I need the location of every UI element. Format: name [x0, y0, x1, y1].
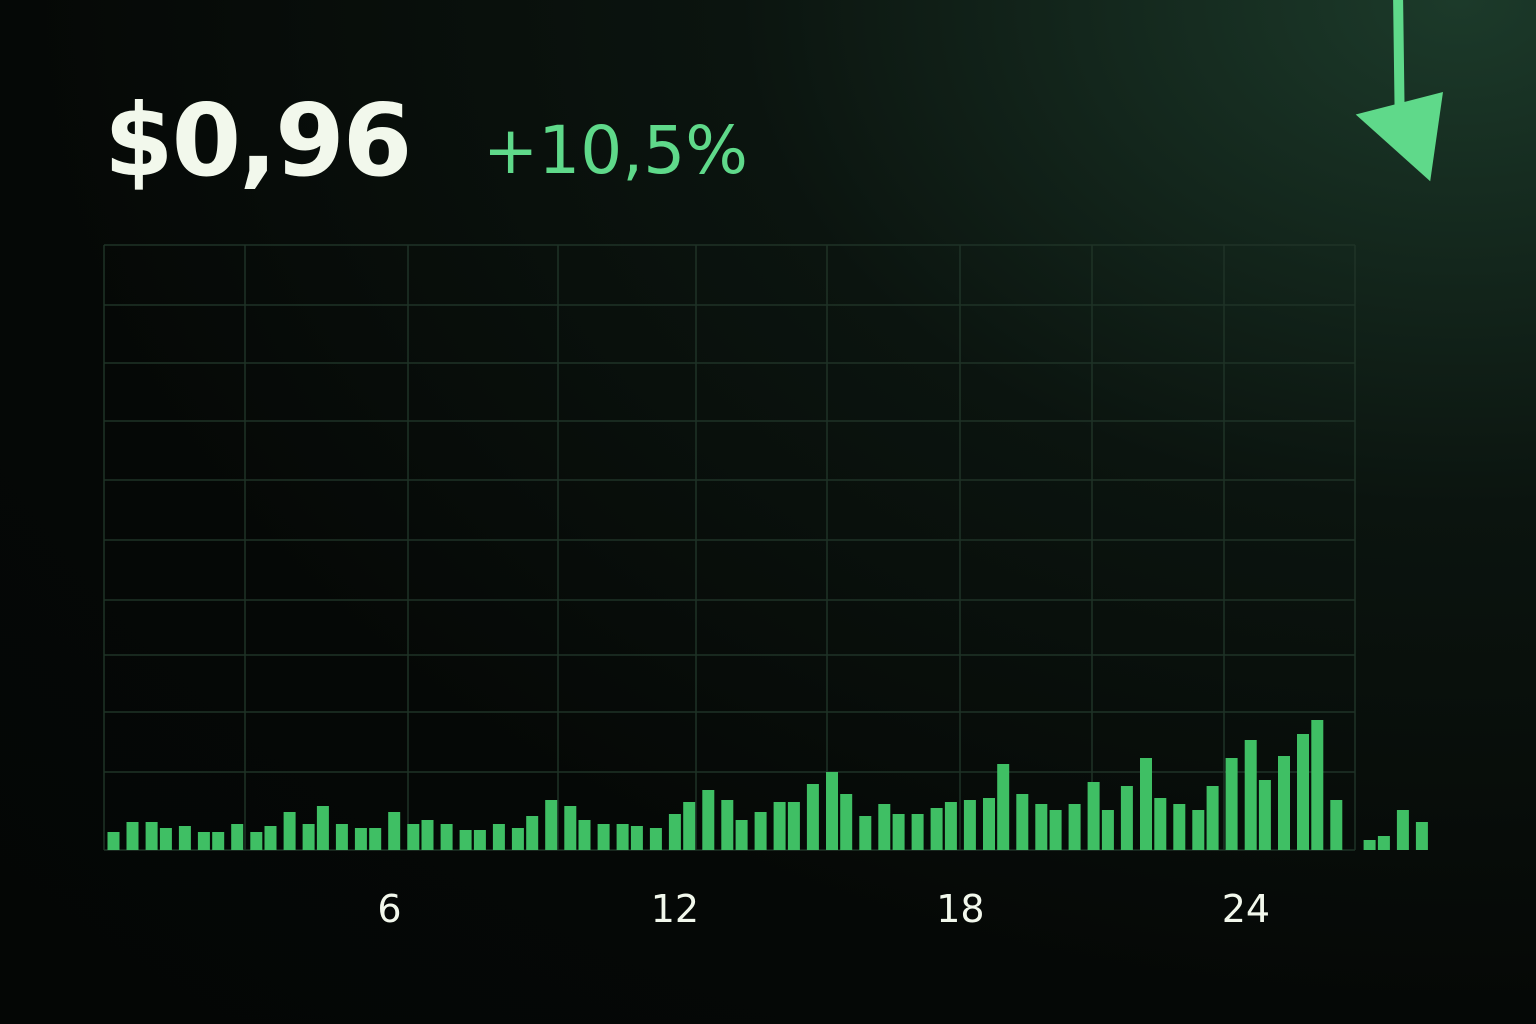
volume-bar: [649, 828, 662, 850]
volume-bar: [545, 800, 558, 850]
volume-bar: [1140, 758, 1152, 850]
volume-bar: [421, 820, 434, 850]
volume-bar: [773, 802, 786, 850]
volume-bar: [721, 800, 734, 850]
volume-bar: [1258, 780, 1271, 850]
volume-bar: [564, 806, 577, 850]
volume-bar: [1101, 810, 1114, 850]
volume-bar: [754, 812, 767, 850]
volume-bar: [354, 828, 367, 850]
volume-bar: [197, 832, 210, 850]
volume-bar: [1068, 804, 1081, 850]
volume-bar: [911, 814, 924, 850]
volume-bar: [264, 826, 277, 850]
x-tick-label: 6: [377, 887, 401, 931]
volume-bar: [526, 816, 539, 850]
volume-bar: [630, 826, 643, 850]
volume-bar: [668, 814, 681, 850]
volume-bar: [335, 824, 348, 850]
volume-bar: [806, 784, 819, 850]
volume-bar: [473, 830, 486, 850]
volume-bar: [1278, 756, 1290, 850]
volume-bar: [616, 824, 629, 850]
volume-bar: [1016, 794, 1029, 850]
volume-bar: [963, 800, 976, 850]
volume-bar: [840, 794, 853, 850]
volume-bar: [683, 802, 696, 850]
volume-bar: [212, 832, 225, 850]
volume-bar: [930, 808, 943, 850]
volume-bar: [735, 820, 748, 850]
volume-bar: [702, 790, 715, 850]
volume-bar: [1225, 758, 1238, 850]
volume-bar: [1173, 804, 1186, 850]
volume-bar: [1363, 840, 1376, 850]
volume-bar: [145, 822, 158, 850]
volume-bar: [1297, 734, 1309, 850]
volume-bar: [859, 816, 872, 850]
volume-bar: [316, 806, 329, 850]
volume-bar: [302, 824, 315, 850]
volume-bar: [388, 812, 401, 850]
volume-bar: [1192, 810, 1205, 850]
volume-bar: [407, 824, 420, 850]
volume-bar: [231, 824, 244, 850]
volume-bar: [597, 824, 610, 850]
volume-bar: [369, 828, 382, 850]
volume-bar: [826, 772, 838, 850]
volume-bar: [983, 798, 995, 850]
volume-bar: [1311, 720, 1324, 850]
volume-bar: [1396, 810, 1409, 850]
volume-bar: [1244, 740, 1257, 850]
x-tick-label: 12: [651, 887, 699, 931]
trend-arrow-icon: [1355, 92, 1443, 182]
volume-bar: [1377, 836, 1390, 850]
volume-bar: [459, 830, 472, 850]
volume-bar: [1087, 782, 1100, 850]
volume-bar: [1120, 786, 1133, 850]
volume-bar: [250, 832, 263, 850]
volume-bar: [787, 802, 800, 850]
x-tick-label: 18: [936, 887, 984, 931]
volume-bar: [892, 814, 905, 850]
x-tick-label: 24: [1222, 887, 1270, 931]
volume-bar: [178, 826, 191, 850]
price-change: +10,5%: [483, 112, 748, 189]
volume-bar: [126, 822, 139, 850]
volume-bar: [1206, 786, 1219, 850]
volume-bar: [1035, 804, 1048, 850]
volume-bar: [492, 824, 505, 850]
volume-bar: [1330, 800, 1343, 850]
volume-bar: [1415, 822, 1428, 850]
volume-bar: [283, 812, 296, 850]
volume-bar: [944, 802, 957, 850]
volume-bar: [107, 832, 120, 850]
volume-bar: [1154, 798, 1167, 850]
volume-bar: [1049, 810, 1062, 850]
volume-bar: [878, 804, 891, 850]
volume-bar: [440, 824, 453, 850]
volume-bar: [511, 828, 524, 850]
volume-bar: [578, 820, 591, 850]
current-price: $0,96: [104, 82, 412, 199]
volume-bar: [159, 828, 172, 850]
volume-bar: [997, 764, 1010, 850]
